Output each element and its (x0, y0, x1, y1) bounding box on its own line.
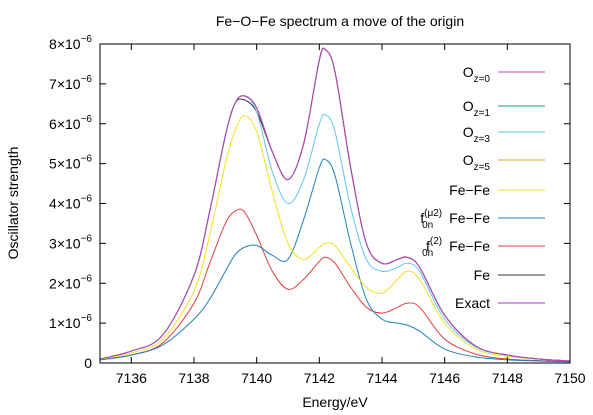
legend-label: Exact (455, 295, 490, 311)
y-axis: 0 1×10−6 2×10−6 3×10−6 4×10−6 5×10−6 6×10−6 7×1… (49, 34, 570, 371)
x-tick-label: 7136 (116, 370, 147, 386)
legend-item: Oz=5 (463, 152, 545, 173)
chart-title: Fe−O−Fe spectrum a move of the origin (216, 13, 464, 29)
plot-frame (99, 43, 571, 364)
series-line-4 (99, 115, 571, 362)
x-tick-label: 7140 (241, 370, 272, 386)
x-tick-label: 7144 (366, 370, 397, 386)
x-tick-label: 7150 (554, 370, 585, 386)
series-line-7 (99, 47, 571, 362)
legend-label: Fe (474, 267, 491, 283)
x-tick-label: 7138 (178, 370, 209, 386)
legend-item: f(μ2) 0n Fe−Fe (420, 208, 545, 231)
series-line-1 (99, 47, 571, 362)
y-axis-label: Oscillator strength (5, 147, 21, 260)
legend-label: Oz=3 (463, 124, 491, 145)
series-line-3 (99, 47, 571, 362)
x-tick-label: 7146 (429, 370, 460, 386)
y-tick-label: 3×10−6 (49, 233, 92, 251)
x-axis: 7136 7138 7140 7142 7144 7146 7148 7150 (116, 44, 586, 386)
x-tick-label: 7148 (492, 370, 523, 386)
legend-label: f(μ2) 0n Fe−Fe (420, 208, 490, 231)
y-tick-label: 1×10−6 (49, 313, 92, 331)
legend-label: Oz=0 (463, 64, 491, 85)
y-tick-label: 0 (84, 355, 92, 371)
series-line-6 (99, 208, 571, 363)
legend-item: Exact (455, 295, 545, 311)
y-tick-label: 6×10−6 (49, 114, 92, 132)
series-line-2 (99, 95, 571, 362)
legend-item: Oz=1 (463, 98, 545, 119)
series-line-8 (99, 47, 571, 362)
legend-label: f(2) 0n Fe−Fe (422, 236, 490, 259)
series-line-0 (99, 47, 571, 362)
legend-label: Oz=5 (463, 152, 491, 173)
y-tick-label: 8×10−6 (49, 34, 92, 52)
legend-item: Fe (474, 267, 545, 283)
y-tick-label: 2×10−6 (49, 273, 92, 291)
legend-item: Oz=3 (463, 124, 545, 145)
x-tick-label: 7142 (304, 370, 335, 386)
y-tick-label: 5×10−6 (49, 154, 92, 172)
legend-item: Oz=0 (463, 64, 545, 85)
legend-item: f(2) 0n Fe−Fe (422, 236, 545, 259)
legend: Oz=0 Oz=1 Oz=3 Oz=5 Fe−Fe f(μ2) 0n Fe−Fe f(2) 0n… (420, 64, 545, 311)
y-tick-label: 4×10−6 (49, 194, 92, 212)
legend-label: Oz=1 (463, 98, 491, 119)
x-axis-label: Energy/eV (302, 394, 368, 410)
legend-label: Fe−Fe (449, 182, 490, 198)
series-line-5 (99, 158, 571, 363)
y-tick-label: 7×10−6 (49, 74, 92, 92)
legend-item: Fe−Fe (449, 182, 545, 198)
series-lines (99, 47, 571, 363)
